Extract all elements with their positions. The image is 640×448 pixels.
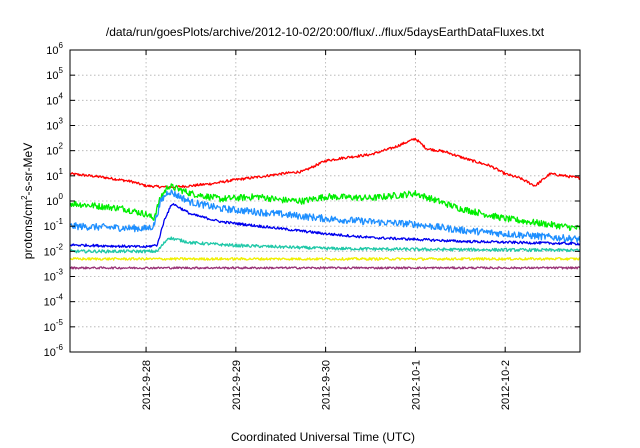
y-tick-exponent: -1 (56, 217, 64, 226)
x-tick-label: 2012-9-30 (321, 360, 333, 410)
y-tick-label: 10-5 (44, 318, 64, 334)
y-tick-exponent: 0 (59, 192, 64, 201)
y-axis-label-main: protons/cm (21, 200, 35, 259)
series-lines (69, 137, 581, 270)
y-tick-base: 10 (44, 221, 56, 233)
y-tick-base: 10 (46, 121, 58, 133)
y-tick-exponent: 6 (59, 41, 64, 50)
y-tick-exponent: 4 (59, 91, 64, 100)
y-tick-base: 10 (46, 196, 58, 208)
y-tick-base: 10 (44, 246, 56, 258)
x-tick-label: 2012-9-28 (141, 360, 153, 410)
y-tick-exponent: 1 (59, 167, 64, 176)
y-tick-base: 10 (46, 70, 58, 82)
grid-lines (70, 50, 580, 352)
series-line-4 (69, 203, 581, 249)
x-axis-ticks: 2012-9-28 2012-9-29 2012-9-30 2012-10-1 2012… (141, 50, 512, 410)
y-tick-label: 104 (46, 91, 63, 107)
y-tick-base: 10 (44, 297, 56, 309)
series-line-6 (69, 266, 581, 270)
y-tick-label: 105 (46, 66, 63, 82)
y-tick-label: 100 (46, 192, 63, 208)
y-tick-exponent: -4 (56, 293, 64, 302)
series-line-1 (69, 183, 581, 232)
y-axis-ticks: 10-610-510-410-310-210-11001011021031041… (44, 41, 580, 359)
chart-title: /data/run/goesPlots/archive/2012-10-02/2… (106, 25, 545, 39)
series-line-0 (69, 137, 581, 189)
y-tick-exponent: -3 (56, 268, 64, 277)
y-tick-exponent: -6 (56, 343, 64, 352)
y-axis-label-sup: 2 (20, 195, 29, 200)
y-tick-exponent: 2 (59, 142, 64, 151)
y-tick-label: 106 (46, 41, 63, 57)
x-tick-label: 2012-10-1 (410, 360, 422, 410)
y-tick-exponent: -5 (56, 318, 64, 327)
series-line-2 (69, 189, 581, 243)
y-tick-base: 10 (44, 347, 56, 359)
y-tick-exponent: -2 (56, 242, 64, 251)
y-tick-label: 10-1 (44, 217, 64, 233)
y-tick-label: 103 (46, 117, 63, 133)
y-tick-base: 10 (46, 45, 58, 57)
y-tick-base: 10 (46, 171, 58, 183)
x-axis-label: Coordinated Universal Time (UTC) (231, 430, 415, 444)
y-tick-base: 10 (46, 146, 58, 158)
series-line-3 (69, 236, 581, 254)
y-tick-label: 10-2 (44, 242, 64, 258)
y-tick-label: 10-6 (44, 343, 64, 359)
y-axis-label: protons/cm2-s-sr-MeV (20, 143, 35, 259)
y-axis-label-rest: -s-sr-MeV (21, 143, 35, 196)
y-tick-base: 10 (44, 272, 56, 284)
x-tick-label: 2012-9-29 (231, 360, 243, 410)
y-tick-exponent: 5 (59, 66, 64, 75)
y-tick-exponent: 3 (59, 117, 64, 126)
series-line-5 (69, 257, 581, 261)
y-tick-label: 10-4 (44, 293, 64, 309)
y-tick-base: 10 (44, 322, 56, 334)
y-tick-label: 10-3 (44, 268, 64, 284)
y-tick-base: 10 (46, 95, 58, 107)
y-tick-label: 102 (46, 142, 63, 158)
y-tick-label: 101 (46, 167, 63, 183)
x-tick-label: 2012-10-2 (500, 360, 512, 410)
